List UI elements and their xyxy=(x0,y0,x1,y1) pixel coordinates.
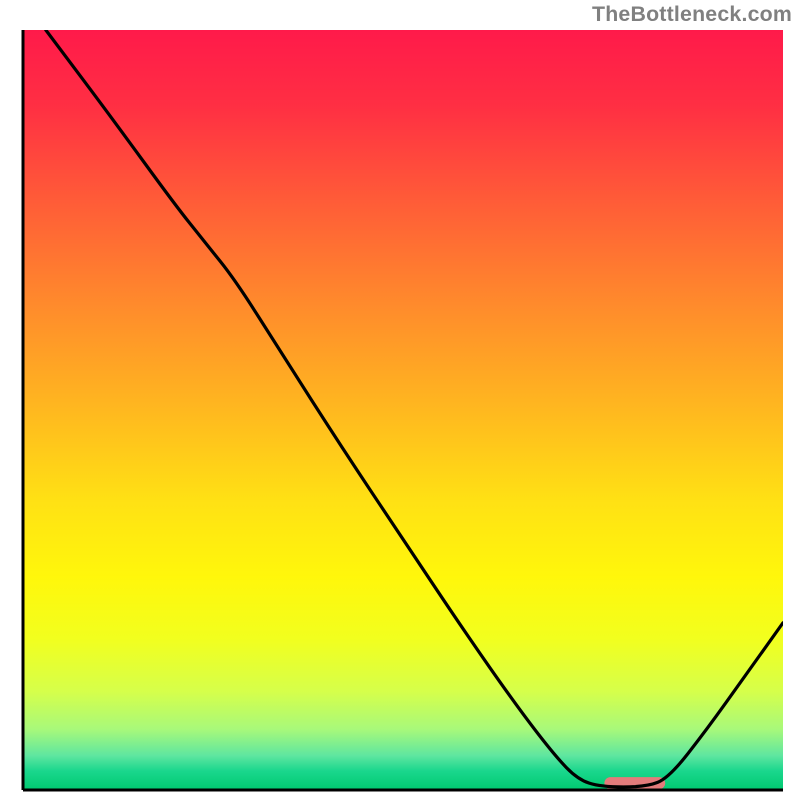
watermark-text: TheBottleneck.com xyxy=(592,2,792,27)
gradient-background xyxy=(23,30,783,790)
bottleneck-chart xyxy=(0,0,800,800)
chart-stage: TheBottleneck.com xyxy=(0,0,800,800)
